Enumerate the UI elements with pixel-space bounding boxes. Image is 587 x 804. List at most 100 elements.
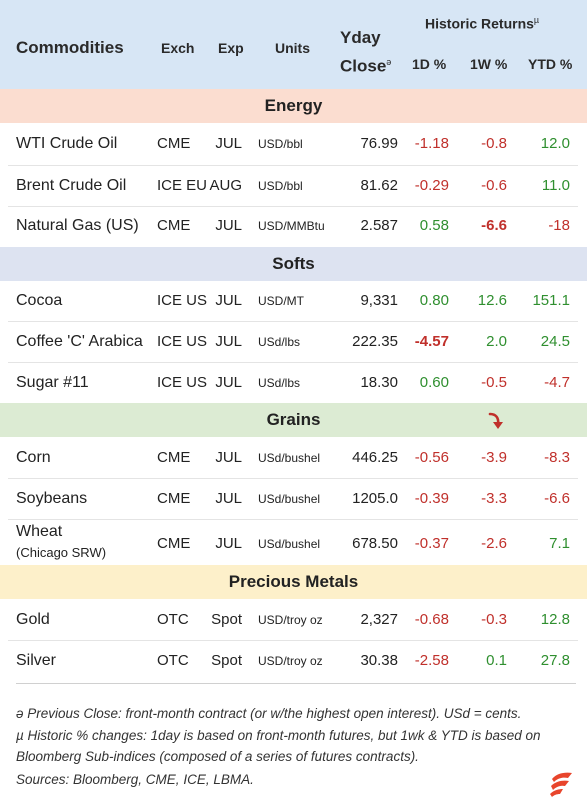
row-name: Corn	[16, 449, 51, 466]
row-close: 678.50	[352, 535, 398, 552]
row-1w: -2.6	[481, 535, 507, 552]
header-exch: Exch	[161, 40, 195, 56]
section-softs: Softs	[0, 247, 587, 281]
row-units: USD/bbl	[258, 179, 303, 193]
header-yday-line2-wrap: Closeə	[340, 50, 391, 79]
row-divider	[8, 362, 578, 363]
row-exp: JUL	[215, 490, 242, 507]
section-energy: Energy	[0, 89, 587, 123]
row-ytd: -8.3	[544, 449, 570, 466]
row-ytd: 7.1	[549, 535, 570, 552]
header-commodities: Commodities	[16, 38, 124, 57]
curved-down-arrow-icon	[488, 412, 503, 429]
row-1d: -2.58	[414, 652, 449, 669]
row-name: Wheat	[16, 523, 63, 540]
row-1d: -1.18	[414, 135, 449, 152]
row-1d: -0.37	[414, 535, 449, 552]
row-close: 446.25	[352, 449, 398, 466]
row-1d: -0.68	[414, 611, 449, 628]
row-units: USD/troy oz	[258, 654, 323, 668]
row-exch: CME	[157, 135, 191, 152]
row-close: 9,331	[360, 292, 398, 309]
row-exch: CME	[157, 217, 191, 234]
header-exp: Exp	[218, 40, 244, 56]
header-1d: 1D %	[412, 56, 447, 72]
row-exp: JUL	[215, 333, 242, 350]
row-name: WTI Crude Oil	[16, 135, 118, 152]
table-row: Sugar #11 ICE US JUL USd/lbs 18.30 0.60 …	[0, 363, 587, 403]
row-1w: 0.1	[486, 652, 507, 669]
row-units: USd/bushel	[258, 451, 321, 465]
row-exp: JUL	[215, 449, 242, 466]
header-yday-close: Yday Closeə	[340, 26, 391, 79]
row-units: USD/bbl	[258, 137, 303, 151]
row-units: USD/troy oz	[258, 613, 323, 627]
row-close: 30.38	[360, 652, 398, 669]
row-units: USD/MMBtu	[258, 219, 325, 233]
row-1w: -3.3	[481, 490, 507, 507]
row-close: 1205.0	[352, 490, 398, 507]
brand-logo-icon	[550, 772, 572, 797]
table-row: Corn CME JUL USd/bushel 446.25 -0.56 -3.…	[0, 438, 587, 478]
row-divider	[8, 640, 578, 641]
row-1w: -0.8	[481, 135, 507, 152]
table-header: Commodities Exch Exp Units Yday Closeə H…	[0, 0, 587, 89]
row-exp: JUL	[215, 135, 242, 152]
row-1d: 0.58	[419, 217, 449, 234]
row-close: 2,327	[360, 611, 398, 628]
row-name: Brent Crude Oil	[16, 177, 127, 194]
row-1d: 0.60	[419, 374, 449, 391]
table-row: Soybeans CME JUL USd/bushel 1205.0 -0.39…	[0, 479, 587, 519]
row-divider	[8, 321, 578, 322]
section-precious-metals: Precious Metals	[0, 565, 587, 599]
header-yday-mark: ə	[386, 57, 392, 67]
footer-divider	[16, 683, 576, 684]
header-historic-mark: µ	[533, 15, 540, 25]
row-name: Natural Gas (US)	[16, 217, 139, 234]
row-name: Cocoa	[16, 292, 63, 309]
header-historic-label: Historic Returns	[425, 15, 534, 32]
row-exp: Spot	[211, 652, 242, 669]
row-ytd: 151.1	[532, 292, 570, 309]
footnotes: ə Previous Close: front-month contract (…	[0, 683, 587, 804]
row-exp: AUG	[209, 177, 242, 194]
row-name: Coffee 'C' Arabica	[16, 333, 143, 350]
row-divider	[8, 165, 578, 166]
row-exch: ICE US	[157, 333, 208, 350]
row-ytd: 11.0	[541, 177, 570, 194]
row-ytd: -18	[548, 217, 570, 234]
row-ytd: 27.8	[540, 652, 570, 669]
row-name: Gold	[16, 611, 50, 628]
row-1w: -0.5	[481, 374, 507, 391]
row-ytd: 12.8	[540, 611, 570, 628]
row-close: 2.587	[360, 217, 398, 234]
row-ytd: -6.6	[544, 490, 570, 507]
row-exch: ICE US	[157, 374, 208, 391]
row-1d: 0.80	[419, 292, 449, 309]
table-row: Silver OTC Spot USD/troy oz 30.38 -2.58 …	[0, 641, 587, 681]
row-units: USd/lbs	[258, 335, 301, 349]
row-exp: JUL	[215, 292, 242, 309]
row-exch: ICE US	[157, 292, 208, 309]
row-name: Soybeans	[16, 490, 88, 507]
row-units: USd/lbs	[258, 376, 301, 390]
footnote-sources: Sources: Bloomberg, CME, ICE, LBMA.	[16, 772, 254, 787]
row-close: 222.35	[352, 333, 398, 350]
row-1d: -0.29	[414, 177, 449, 194]
row-close: 81.62	[360, 177, 398, 194]
row-exp: JUL	[215, 535, 242, 552]
table-row: Coffee 'C' Arabica ICE US JUL USd/lbs 22…	[0, 322, 587, 362]
row-units: USD/MT	[258, 294, 304, 308]
header-units: Units	[275, 40, 310, 56]
row-name-sub: (Chicago SRW)	[16, 545, 107, 560]
row-exch: CME	[157, 449, 191, 466]
row-1w: -3.9	[481, 449, 507, 466]
row-ytd: 12.0	[540, 135, 570, 152]
row-1d: -0.56	[414, 449, 449, 466]
row-divider	[8, 206, 578, 207]
row-close: 76.99	[360, 135, 398, 152]
row-1w: 2.0	[486, 333, 507, 350]
row-ytd: 24.5	[540, 333, 570, 350]
row-ytd: -4.7	[544, 374, 570, 391]
header-ytd: YTD %	[528, 56, 573, 72]
